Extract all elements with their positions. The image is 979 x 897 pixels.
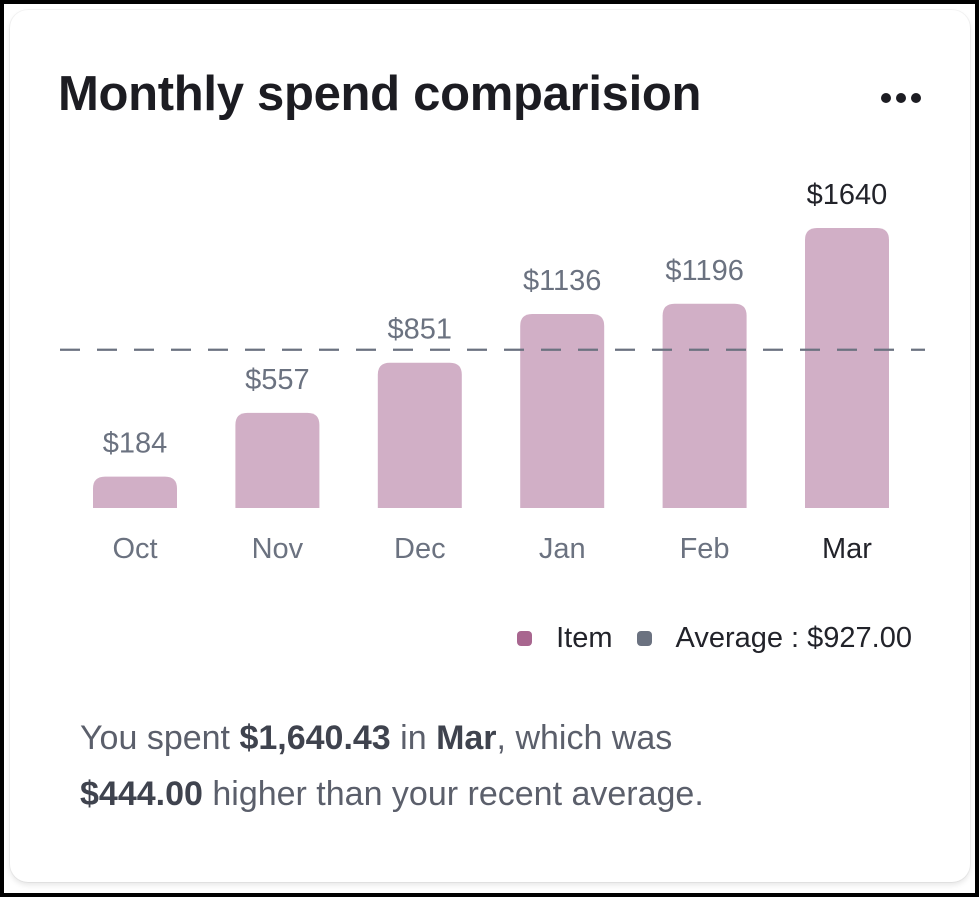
summary-text-1: You spent [80, 719, 240, 757]
chart-legend: Item Average : $927.00 [517, 622, 912, 655]
x-label-jan[interactable]: Jan [539, 533, 586, 565]
screenshot-frame: Monthly spend comparision $184 $557 $851 $1… [4, 4, 975, 893]
bar-nov[interactable] [235, 412, 320, 508]
value-label-feb: $1196 [665, 255, 744, 287]
summary-month: Mar [436, 719, 497, 757]
bar-oct[interactable] [93, 476, 177, 508]
x-label-dec[interactable]: Dec [394, 533, 446, 565]
legend-item-series: Item [517, 622, 613, 655]
spend-summary: You spent $1,640.43 in Mar, which was $4… [80, 710, 900, 822]
bar-feb[interactable] [662, 303, 747, 508]
bars-group [93, 228, 889, 508]
x-label-nov[interactable]: Nov [252, 533, 304, 565]
x-label-oct[interactable]: Oct [112, 533, 157, 565]
summary-amount: $1,640.43 [239, 719, 391, 757]
spend-comparison-card: Monthly spend comparision $184 $557 $851 $1… [10, 10, 970, 882]
x-axis-labels-group: Oct Nov Dec Jan Feb Mar [112, 533, 872, 565]
x-label-mar[interactable]: Mar [822, 533, 872, 565]
legend-average-label: Average : $927.00 [675, 622, 913, 654]
value-label-mar: $1640 [807, 179, 888, 211]
legend-item-label: Item [556, 622, 613, 654]
card-title: Monthly spend comparision [58, 67, 702, 121]
bar-jan[interactable] [520, 314, 605, 508]
value-label-nov: $557 [245, 364, 310, 396]
summary-text-4: higher than your recent average. [202, 775, 704, 813]
value-label-jan: $1136 [523, 265, 602, 297]
legend-average: Average : $927.00 [636, 622, 913, 655]
value-label-dec: $851 [388, 314, 453, 346]
value-labels-group: $184 $557 $851 $1136 $1196 $1640 [103, 179, 888, 460]
more-options-button[interactable] [872, 78, 928, 118]
x-label-feb[interactable]: Feb [680, 533, 730, 565]
more-horizontal-icon [881, 93, 921, 103]
legend-item-swatch [517, 631, 533, 646]
monthly-spend-bar-chart: $184 $557 $851 $1136 $1196 $1640 Oct Nov Dec Jan F… [60, 179, 925, 565]
summary-text-2: in [390, 719, 437, 757]
summary-difference: $444.00 [80, 775, 203, 813]
value-label-oct: $184 [103, 428, 168, 460]
bar-dec[interactable] [377, 362, 462, 508]
summary-text-3: , which was [496, 719, 673, 757]
bar-mar[interactable] [805, 228, 889, 508]
legend-average-swatch [636, 631, 652, 646]
